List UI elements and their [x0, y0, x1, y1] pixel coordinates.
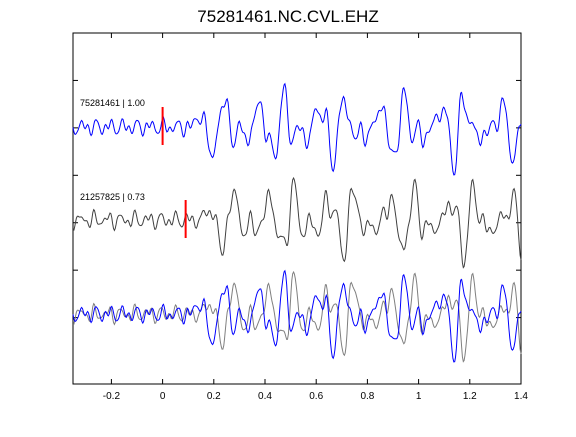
x-tick-label: 0.2 [207, 391, 221, 402]
waveform-trace-21257825 [72, 176, 522, 269]
waveform-trace-75281461 [72, 82, 522, 176]
x-tick-label: 1.4 [514, 391, 528, 402]
chart-title: 75281461.NC.CVL.EHZ [197, 7, 379, 26]
x-tick-label: 0.6 [309, 391, 323, 402]
x-tick-label: 1.2 [463, 391, 477, 402]
x-tick-label: 0 [160, 391, 166, 402]
waveform-traces [72, 82, 522, 363]
overlay-trace-21257825 [72, 270, 522, 363]
x-tick-label: 0.4 [258, 391, 272, 402]
trace-label: 75281461 | 1.00 [80, 98, 145, 108]
plot-axes: -0.2 0 0.2 0.4 0.6 0.8 1 1.2 1.4 [72, 32, 528, 402]
x-tick-label: 0.8 [360, 391, 374, 402]
trace-label: 21257825 | 0.73 [80, 192, 145, 202]
plot-frame [72, 32, 522, 385]
x-tick-label: -0.2 [103, 391, 121, 402]
trace-labels: 75281461 | 1.00 21257825 | 0.73 [80, 98, 145, 202]
overlay-trace-75281461 [72, 269, 522, 363]
x-tick-label: 1 [416, 391, 422, 402]
